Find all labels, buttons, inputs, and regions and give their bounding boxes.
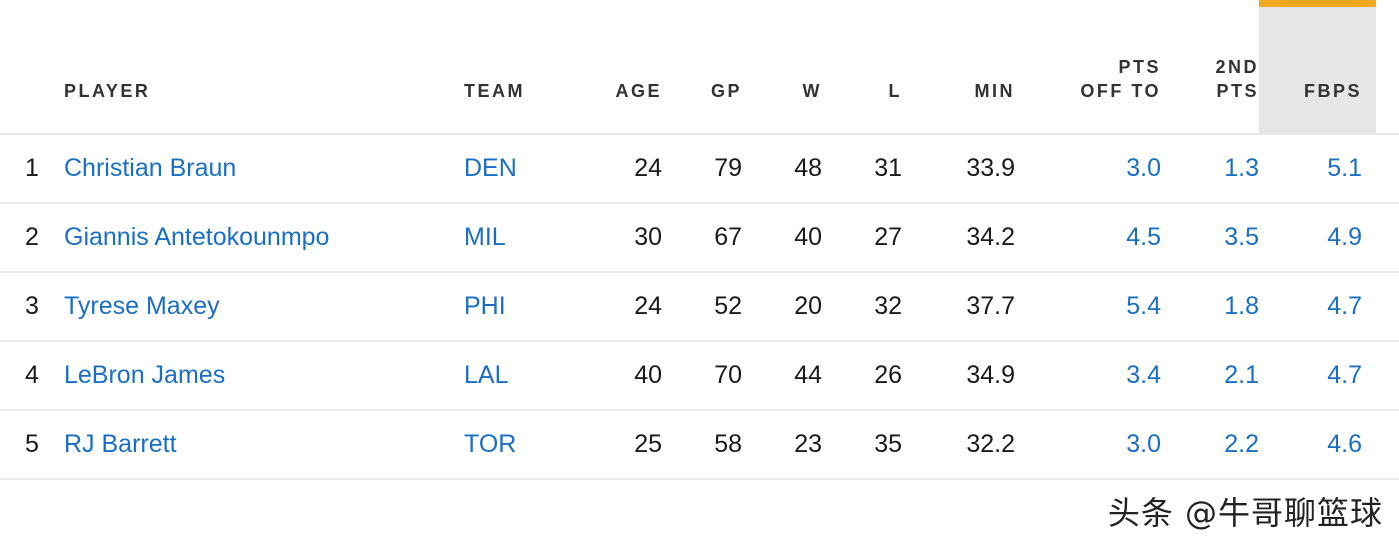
w-cell: 40 bbox=[742, 202, 822, 273]
gp-cell: 67 bbox=[662, 202, 742, 273]
rank-cell: 4 bbox=[0, 340, 64, 411]
l-cell: 26 bbox=[822, 340, 902, 411]
second-pts-header[interactable]: 2ND PTS bbox=[1161, 3, 1259, 135]
second-pts-link[interactable]: 3.5 bbox=[1161, 202, 1259, 273]
l-header[interactable]: L bbox=[822, 3, 902, 135]
table-row: 5 RJ Barrett TOR 25 58 23 35 32.2 3.0 2.2 4.6 bbox=[0, 409, 1399, 480]
pts-off-to-link[interactable]: 5.4 bbox=[1015, 271, 1161, 342]
fbps-link[interactable]: 4.7 bbox=[1259, 340, 1376, 411]
rank-cell: 5 bbox=[0, 409, 64, 480]
team-link[interactable]: TOR bbox=[464, 409, 584, 480]
second-pts-link[interactable]: 1.3 bbox=[1161, 133, 1259, 204]
pts-off-to-header-line2: OFF TO bbox=[1080, 80, 1161, 101]
team-header[interactable]: TEAM bbox=[464, 3, 584, 135]
team-link[interactable]: LAL bbox=[464, 340, 584, 411]
fbps-link[interactable]: 4.7 bbox=[1259, 271, 1376, 342]
gp-header[interactable]: GP bbox=[662, 3, 742, 135]
age-cell: 30 bbox=[584, 202, 662, 273]
player-header[interactable]: PLAYER bbox=[64, 3, 464, 135]
fbps-link[interactable]: 4.6 bbox=[1259, 409, 1376, 480]
trailing-cell-spacer bbox=[1376, 133, 1399, 204]
player-link[interactable]: LeBron James bbox=[64, 340, 464, 411]
w-cell: 44 bbox=[742, 340, 822, 411]
trailing-cell-spacer bbox=[1376, 271, 1399, 342]
age-cell: 25 bbox=[584, 409, 662, 480]
trailing-cell-spacer bbox=[1376, 409, 1399, 480]
gp-cell: 58 bbox=[662, 409, 742, 480]
rank-cell: 1 bbox=[0, 133, 64, 204]
watermark: 头条 @牛哥聊篮球 bbox=[1107, 494, 1383, 532]
player-link[interactable]: RJ Barrett bbox=[64, 409, 464, 480]
l-cell: 35 bbox=[822, 409, 902, 480]
player-link[interactable]: Tyrese Maxey bbox=[64, 271, 464, 342]
player-link[interactable]: Giannis Antetokounmpo bbox=[64, 202, 464, 273]
w-cell: 23 bbox=[742, 409, 822, 480]
table-body: 1 Christian Braun DEN 24 79 48 31 33.9 3.0 1.3 5.1… bbox=[0, 133, 1399, 480]
table-row: 3 Tyrese Maxey PHI 24 52 20 32 37.7 5.4 1.8 4.7 bbox=[0, 271, 1399, 342]
pts-off-to-link[interactable]: 3.0 bbox=[1015, 409, 1161, 480]
team-link[interactable]: DEN bbox=[464, 133, 584, 204]
rank-cell: 3 bbox=[0, 271, 64, 342]
stats-table: PLAYER TEAM AGE GP W L MIN PTS OFF TO 2N… bbox=[0, 0, 1399, 480]
min-cell: 34.2 bbox=[902, 202, 1015, 273]
l-cell: 31 bbox=[822, 133, 902, 204]
age-header[interactable]: AGE bbox=[584, 3, 662, 135]
min-cell: 34.9 bbox=[902, 340, 1015, 411]
table-row: 1 Christian Braun DEN 24 79 48 31 33.9 3.0 1.3 5.1 bbox=[0, 133, 1399, 204]
w-header[interactable]: W bbox=[742, 3, 822, 135]
table-row: 4 LeBron James LAL 40 70 44 26 34.9 3.4 2.1 4.7 bbox=[0, 340, 1399, 411]
pts-off-to-link[interactable]: 3.0 bbox=[1015, 133, 1161, 204]
fbps-link[interactable]: 4.9 bbox=[1259, 202, 1376, 273]
w-cell: 48 bbox=[742, 133, 822, 204]
second-pts-header-line2: PTS bbox=[1216, 80, 1259, 101]
age-cell: 24 bbox=[584, 133, 662, 204]
pts-off-to-link[interactable]: 3.4 bbox=[1015, 340, 1161, 411]
min-header[interactable]: MIN bbox=[902, 3, 1015, 135]
pts-off-to-link[interactable]: 4.5 bbox=[1015, 202, 1161, 273]
age-cell: 40 bbox=[584, 340, 662, 411]
fbps-link[interactable]: 5.1 bbox=[1259, 133, 1376, 204]
header-row: PLAYER TEAM AGE GP W L MIN PTS OFF TO 2N… bbox=[0, 0, 1399, 135]
second-pts-header-line1: 2ND bbox=[1215, 56, 1259, 77]
team-link[interactable]: MIL bbox=[464, 202, 584, 273]
gp-cell: 79 bbox=[662, 133, 742, 204]
age-cell: 24 bbox=[584, 271, 662, 342]
min-cell: 32.2 bbox=[902, 409, 1015, 480]
trailing-cell-spacer bbox=[1376, 340, 1399, 411]
table-row: 2 Giannis Antetokounmpo MIL 30 67 40 27 34.2 4.5… bbox=[0, 202, 1399, 273]
second-pts-link[interactable]: 1.8 bbox=[1161, 271, 1259, 342]
gp-cell: 52 bbox=[662, 271, 742, 342]
pts-off-to-header[interactable]: PTS OFF TO bbox=[1015, 3, 1161, 135]
w-cell: 20 bbox=[742, 271, 822, 342]
team-link[interactable]: PHI bbox=[464, 271, 584, 342]
rank-cell: 2 bbox=[0, 202, 64, 273]
player-link[interactable]: Christian Braun bbox=[64, 133, 464, 204]
min-cell: 33.9 bbox=[902, 133, 1015, 204]
l-cell: 32 bbox=[822, 271, 902, 342]
min-cell: 37.7 bbox=[902, 271, 1015, 342]
gp-cell: 70 bbox=[662, 340, 742, 411]
second-pts-link[interactable]: 2.1 bbox=[1161, 340, 1259, 411]
second-pts-link[interactable]: 2.2 bbox=[1161, 409, 1259, 480]
fbps-header[interactable]: FBPS bbox=[1259, 0, 1376, 135]
trailing-cell-spacer bbox=[1376, 202, 1399, 273]
l-cell: 27 bbox=[822, 202, 902, 273]
trailing-header-spacer bbox=[1376, 3, 1399, 135]
rank-header bbox=[0, 3, 64, 135]
pts-off-to-header-line1: PTS bbox=[1118, 56, 1161, 77]
